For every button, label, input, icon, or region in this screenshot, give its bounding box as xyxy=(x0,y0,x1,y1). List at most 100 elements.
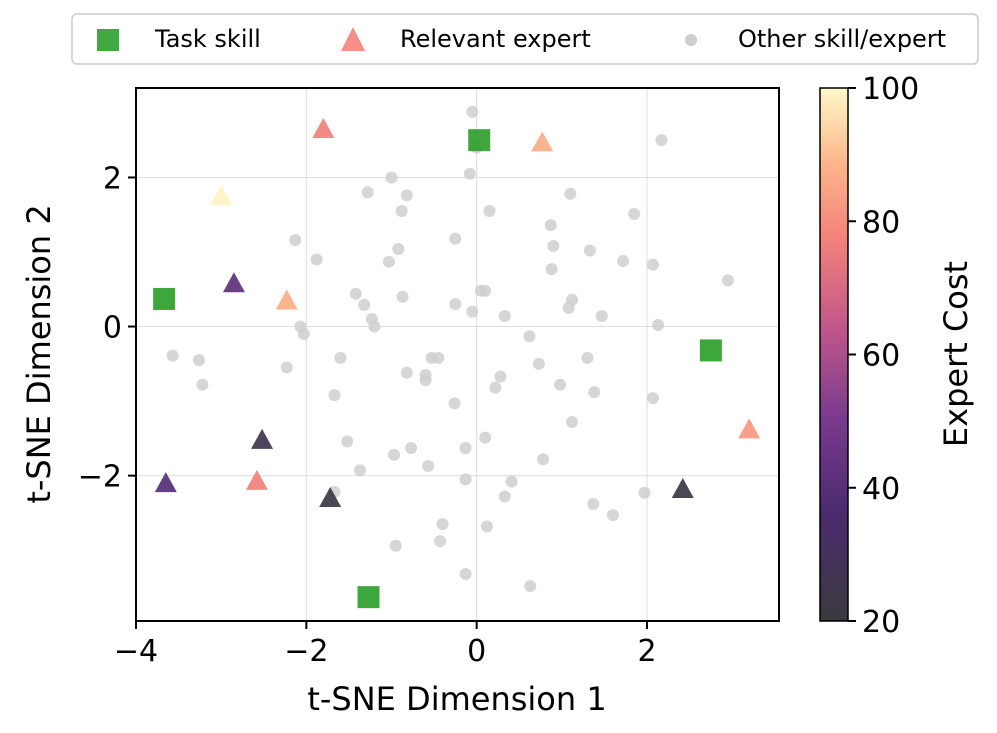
other-point xyxy=(289,234,302,247)
relevant-expert-point xyxy=(210,185,233,206)
other-point xyxy=(544,219,557,232)
other-point xyxy=(328,389,341,402)
legend-relevant-expert-label: Relevant expert xyxy=(400,25,591,53)
other-point xyxy=(646,392,659,405)
x-tick-label: 0 xyxy=(467,634,486,669)
other-point xyxy=(166,349,179,362)
other-point xyxy=(480,520,493,533)
other-point xyxy=(554,378,567,391)
other-point xyxy=(436,518,449,531)
other-point xyxy=(583,244,596,257)
other-point xyxy=(494,370,507,383)
other-point xyxy=(389,539,402,552)
relevant-expert-point xyxy=(251,428,274,449)
relevant-expert-point xyxy=(275,289,298,310)
relevant-expert-point xyxy=(738,418,761,439)
other-point xyxy=(382,255,395,268)
other-point xyxy=(193,354,206,367)
other-point xyxy=(523,330,536,343)
x-axis-label: t-SNE Dimension 1 xyxy=(307,680,606,718)
other-point xyxy=(434,535,447,548)
x-tick-label: 2 xyxy=(637,634,656,669)
legend-other-marker xyxy=(685,34,697,46)
other-point xyxy=(361,186,374,199)
legend-task-skill-label: Task skill xyxy=(154,25,261,53)
other-point xyxy=(617,254,630,267)
task-skill-point xyxy=(699,339,722,362)
x-tick-label: −4 xyxy=(114,634,158,669)
other-point xyxy=(638,486,651,499)
relevant-expert-point xyxy=(671,478,694,499)
other-point xyxy=(479,284,492,297)
other-point xyxy=(721,274,734,287)
other-point xyxy=(532,357,545,370)
other-point xyxy=(562,301,575,314)
other-point xyxy=(459,442,472,455)
colorbar-ticks: 20 40 60 80 100 xyxy=(848,72,919,640)
other-point xyxy=(498,490,511,503)
other-point xyxy=(489,381,502,394)
other-point xyxy=(334,351,347,364)
other-point xyxy=(655,134,668,147)
other-point xyxy=(419,374,432,387)
legend-frame xyxy=(71,13,979,65)
other-point xyxy=(483,205,496,217)
relevant-expert-point xyxy=(245,469,268,490)
other-point xyxy=(280,361,293,374)
relevant-expert-point xyxy=(531,131,554,152)
task-skill-point xyxy=(357,586,380,609)
other-point xyxy=(588,386,601,399)
other-point xyxy=(432,351,445,364)
other-point xyxy=(368,320,381,333)
other-point xyxy=(196,378,209,391)
other-point xyxy=(564,187,577,200)
relevant-expert-point xyxy=(312,118,335,138)
other-point xyxy=(537,453,550,466)
other-point xyxy=(310,253,323,266)
y-tick-label: 0 xyxy=(103,311,122,346)
other-point xyxy=(297,328,310,340)
legend-task-skill-marker xyxy=(97,29,119,51)
other-point xyxy=(459,473,472,486)
other-point xyxy=(466,105,479,118)
axis-ticks: −4 −2 0 2 −2 0 2 xyxy=(78,161,657,669)
other-point xyxy=(459,568,472,581)
y-axis-label: t-SNE Dimension 2 xyxy=(20,204,58,503)
other-point xyxy=(388,448,401,461)
colorbar-tick-label: 40 xyxy=(862,472,900,507)
other-point xyxy=(405,442,418,455)
other-point xyxy=(341,435,354,448)
data-points xyxy=(153,105,761,609)
other-point xyxy=(422,459,435,472)
plot-frame xyxy=(135,87,780,622)
other-point xyxy=(498,310,511,323)
other-point xyxy=(395,205,408,217)
other-point xyxy=(385,171,398,184)
other-point xyxy=(524,579,537,592)
other-point xyxy=(449,298,462,311)
relevant-expert-point xyxy=(319,487,342,507)
other-point xyxy=(400,189,413,202)
colorbar-label: Expert Cost xyxy=(937,261,975,447)
other-point xyxy=(353,464,366,477)
other-point xyxy=(652,319,665,332)
task-skill-point xyxy=(153,287,176,310)
other-point xyxy=(358,298,371,311)
other-point xyxy=(392,243,405,256)
legend-relevant-expert-marker xyxy=(341,27,365,51)
other-point xyxy=(349,287,362,300)
other-point xyxy=(606,509,619,522)
plot-area xyxy=(136,88,779,621)
colorbar-tick-label: 20 xyxy=(862,605,900,640)
y-tick-label: 2 xyxy=(103,161,122,196)
other-point xyxy=(581,351,594,364)
other-point xyxy=(566,415,579,428)
other-point xyxy=(628,207,641,220)
relevant-expert-point xyxy=(222,272,245,293)
other-point xyxy=(396,290,409,303)
other-point xyxy=(400,366,413,379)
other-point xyxy=(547,240,560,253)
colorbar xyxy=(819,87,849,622)
other-point xyxy=(479,431,492,444)
other-point xyxy=(449,232,462,245)
